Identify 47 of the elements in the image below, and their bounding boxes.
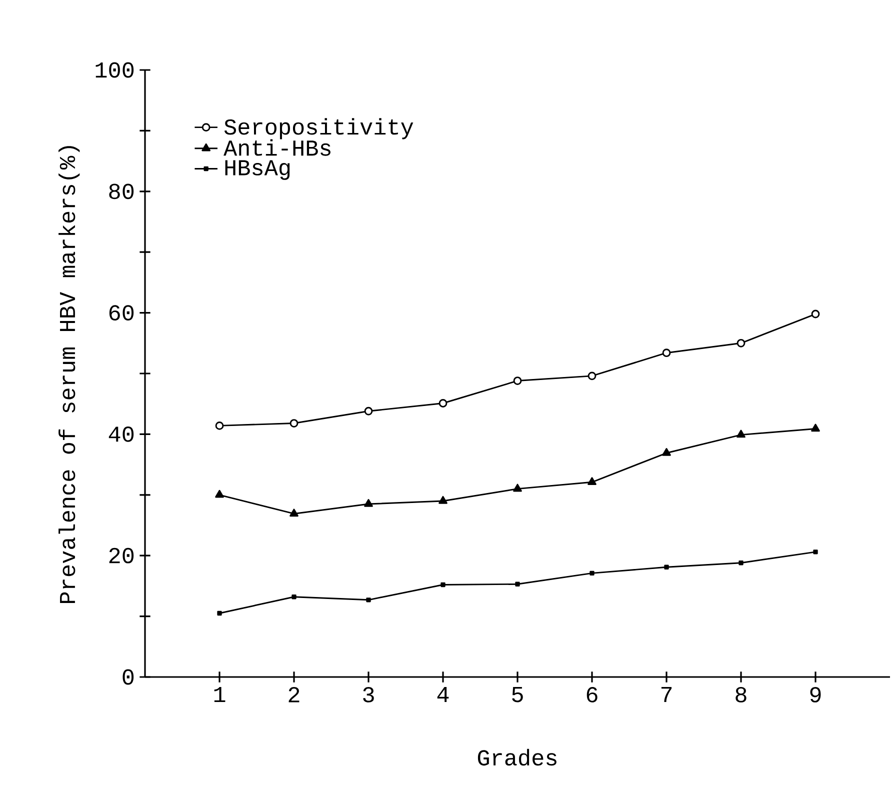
point	[364, 499, 373, 507]
point	[738, 560, 744, 566]
point	[736, 430, 746, 438]
x-tick-label: 9	[810, 687, 821, 702]
y-tick-label: 100	[96, 62, 134, 78]
legend-label: HBsAg	[225, 160, 290, 180]
point	[515, 582, 520, 586]
point	[664, 564, 669, 570]
y-tick-label: 0	[122, 669, 134, 685]
x-tick-label: 8	[736, 687, 746, 702]
point	[811, 310, 820, 318]
point	[590, 570, 594, 576]
point	[290, 419, 298, 428]
point	[366, 598, 371, 602]
point	[364, 406, 373, 416]
x-tick-label: 4	[437, 687, 449, 702]
x-tick-label: 2	[288, 687, 300, 702]
y-tick-label: 80	[109, 184, 134, 200]
point	[438, 496, 448, 504]
point	[513, 376, 522, 385]
point	[662, 448, 671, 456]
x-tick-label: 6	[586, 687, 598, 702]
point	[438, 399, 448, 408]
legend-label: Anti-HBs	[224, 139, 330, 156]
point	[588, 372, 596, 380]
point	[215, 490, 224, 498]
point	[440, 582, 446, 588]
point	[813, 550, 818, 554]
point	[736, 338, 746, 348]
point	[290, 508, 298, 517]
y-axis-title: Prevalence of serum HBV markers(%)	[58, 146, 80, 603]
point	[662, 348, 671, 358]
point	[513, 484, 522, 492]
y-tick-label: 40	[108, 426, 134, 442]
point	[811, 424, 820, 432]
y-tick-label: 60	[109, 305, 134, 320]
point	[292, 594, 296, 600]
y-tick-label: 20	[109, 548, 134, 564]
x-tick-label: 1	[214, 687, 226, 702]
x-tick-label: 7	[661, 687, 672, 702]
point	[217, 610, 222, 616]
x-axis-title: Grades	[478, 748, 556, 766]
x-tick-label: 3	[363, 687, 374, 702]
x-tick-label: 5	[512, 687, 523, 702]
point	[588, 477, 596, 486]
legend-label: Seropositivity	[224, 118, 414, 140]
point	[215, 421, 224, 430]
